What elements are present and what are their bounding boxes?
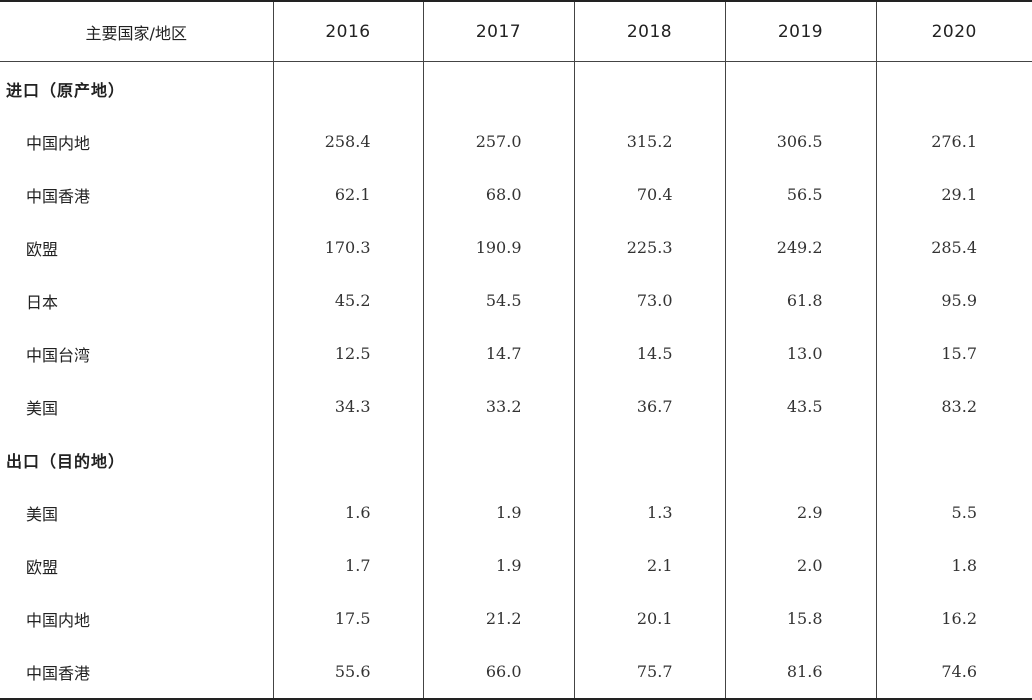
cell-value: 1.7	[272, 539, 423, 592]
cell-value: 2.0	[724, 539, 876, 592]
cell-value: 276.1	[875, 115, 1032, 168]
cell-value: 75.7	[573, 645, 725, 700]
column-header-year: 2017	[422, 0, 574, 62]
column-header-year: 2019	[724, 0, 876, 62]
cell-value: 14.5	[573, 327, 725, 380]
cell-value: 15.7	[875, 327, 1032, 380]
cell-value: 285.4	[875, 221, 1032, 274]
cell-value: 17.5	[272, 592, 423, 645]
column-header-year: 2016	[272, 0, 423, 62]
cell-value: 21.2	[422, 592, 574, 645]
cell-value: 1.9	[422, 486, 574, 539]
cell-value: 2.9	[724, 486, 876, 539]
table-row: 中国内地 17.5 21.2 20.1 15.8 16.2	[0, 592, 1032, 645]
cell-value: 225.3	[573, 221, 725, 274]
table-row: 美国 34.3 33.2 36.7 43.5 83.2	[0, 380, 1032, 433]
header-row: 主要国家/地区 2016 2017 2018 2019 2020	[0, 0, 1032, 62]
cell-value: 170.3	[272, 221, 423, 274]
cell-value: 54.5	[422, 274, 574, 327]
cell-value: 306.5	[724, 115, 876, 168]
row-label: 中国内地	[26, 610, 91, 630]
cell-value: 5.5	[875, 486, 1032, 539]
cell-value: 83.2	[875, 380, 1032, 433]
cell-value: 2.1	[573, 539, 725, 592]
table-row: 美国 1.6 1.9 1.3 2.9 5.5	[0, 486, 1032, 539]
cell-value: 55.6	[272, 645, 423, 700]
row-label: 美国	[26, 504, 59, 524]
cell-value: 43.5	[724, 380, 876, 433]
cell-value: 315.2	[573, 115, 725, 168]
cell-value: 190.9	[422, 221, 574, 274]
section-title-import: 进口（原产地）	[6, 80, 126, 100]
cell-value: 66.0	[422, 645, 574, 700]
row-label: 欧盟	[26, 239, 59, 259]
cell-value: 45.2	[272, 274, 423, 327]
cell-value: 81.6	[724, 645, 876, 700]
cell-value: 13.0	[724, 327, 876, 380]
table-row: 欧盟 170.3 190.9 225.3 249.2 285.4	[0, 221, 1032, 274]
table-row: 中国香港 55.6 66.0 75.7 81.6 74.6	[0, 645, 1032, 700]
cell-value: 73.0	[573, 274, 725, 327]
table-row: 中国台湾 12.5 14.7 14.5 13.0 15.7	[0, 327, 1032, 380]
column-header-year: 2018	[573, 0, 725, 62]
table-row: 中国香港 62.1 68.0 70.4 56.5 29.1	[0, 168, 1032, 221]
cell-value: 68.0	[422, 168, 574, 221]
section-title-export: 出口（目的地）	[6, 451, 126, 471]
cell-value: 62.1	[272, 168, 423, 221]
column-header-year: 2020	[875, 0, 1032, 62]
row-label: 中国香港	[0, 645, 273, 700]
cell-value: 56.5	[724, 168, 876, 221]
row-label: 日本	[26, 292, 59, 312]
cell-value: 61.8	[724, 274, 876, 327]
cell-value: 1.9	[422, 539, 574, 592]
cell-value: 29.1	[875, 168, 1032, 221]
cell-value: 1.3	[573, 486, 725, 539]
cell-value: 258.4	[272, 115, 423, 168]
cell-value: 14.7	[422, 327, 574, 380]
cell-value: 15.8	[724, 592, 876, 645]
cell-value: 33.2	[422, 380, 574, 433]
row-label: 欧盟	[26, 557, 59, 577]
cell-value: 34.3	[272, 380, 423, 433]
row-label: 中国台湾	[26, 345, 91, 365]
cell-value: 16.2	[875, 592, 1032, 645]
cell-value: 70.4	[573, 168, 725, 221]
cell-value: 1.8	[875, 539, 1032, 592]
section-row-export: 出口（目的地）	[0, 433, 1032, 486]
table-body: 进口（原产地） 中国内地 258.4 257.0 315.2 306.5 276…	[0, 61, 1032, 700]
cell-value: 1.6	[272, 486, 423, 539]
cell-value: 95.9	[875, 274, 1032, 327]
cell-value: 12.5	[272, 327, 423, 380]
row-label: 中国香港	[26, 186, 91, 206]
cell-value: 36.7	[573, 380, 725, 433]
table-row: 中国内地 258.4 257.0 315.2 306.5 276.1	[0, 115, 1032, 168]
row-label: 中国内地	[26, 133, 91, 153]
cell-value: 20.1	[573, 592, 725, 645]
row-label: 美国	[26, 398, 59, 418]
cell-value: 257.0	[422, 115, 574, 168]
table-row: 欧盟 1.7 1.9 2.1 2.0 1.8	[0, 539, 1032, 592]
table-row: 日本 45.2 54.5 73.0 61.8 95.9	[0, 274, 1032, 327]
cell-value: 249.2	[724, 221, 876, 274]
column-header-region: 主要国家/地区	[0, 0, 273, 62]
section-row-import: 进口（原产地）	[0, 61, 1032, 115]
cell-value: 74.6	[875, 645, 1032, 700]
